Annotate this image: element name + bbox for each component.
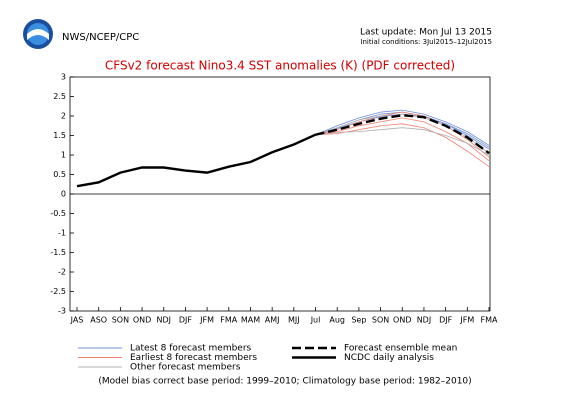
chart-title: CFSv2 forecast Nino3.4 SST anomalies (K)…	[105, 59, 455, 73]
org: NWS/NCEP/CPC	[62, 32, 139, 43]
x-tick-label: Jul	[310, 316, 321, 325]
series-line	[76, 133, 316, 188]
y-tick-label: 2.5	[53, 92, 66, 101]
x-tick-label: NDJ	[156, 316, 171, 325]
x-tick-label: JAS	[70, 316, 84, 325]
x-tick-label: ASO	[90, 316, 107, 325]
legend-label: Other forecast members	[130, 363, 241, 373]
x-tick-label: Aug	[329, 316, 345, 325]
x-tick-label: DJF	[179, 316, 193, 325]
x-tick-label: OND	[393, 316, 411, 325]
y-tick-label: -1	[58, 229, 66, 238]
member-line	[315, 109, 490, 146]
y-tick-label: -3	[58, 307, 66, 316]
x-tick-label: DJF	[439, 316, 453, 325]
x-tick-label: NDJ	[417, 316, 432, 325]
y-tick-label: 3	[61, 73, 66, 82]
y-tick-label: 1	[61, 151, 66, 160]
x-tick-label: FMA	[220, 316, 238, 325]
x-tick-label: SON	[372, 316, 389, 325]
x-tick-label: SON	[112, 316, 129, 325]
y-tick-label: -0.5	[50, 209, 66, 218]
y-tick-label: 0	[61, 190, 66, 199]
initial-conditions: Initial conditions: 3Jul2015–12Jul2015	[360, 38, 492, 46]
y-tick-label: 1.5	[53, 131, 66, 140]
logo	[23, 19, 53, 49]
x-tick-label: FMA	[481, 316, 499, 325]
x-tick-label: MJJ	[288, 316, 300, 325]
x-tick-label: JFM	[199, 316, 214, 325]
y-tick-label: -2.5	[50, 287, 66, 296]
legend-label: Latest 8 forecast members	[130, 344, 252, 354]
x-tick-label: AMJ	[265, 316, 280, 325]
x-tick-label: MAM	[241, 316, 260, 325]
legend-label: Forecast ensemble mean	[344, 344, 457, 354]
legend-label: NCDC daily analysis	[344, 353, 434, 363]
x-tick-label: JFM	[459, 316, 474, 325]
footnote: (Model bias correct base period: 1999–20…	[98, 377, 471, 387]
series-line	[315, 113, 490, 155]
y-tick-label: -2	[58, 268, 66, 277]
legend-label: Earliest 8 forecast members	[130, 353, 257, 363]
y-tick-label: 2	[61, 112, 66, 121]
member-line	[315, 111, 490, 158]
x-tick-label: Sep	[351, 316, 366, 325]
x-tick-label: OND	[133, 316, 151, 325]
member-line	[315, 127, 490, 156]
y-tick-label: -1.5	[50, 248, 66, 257]
y-tick-label: 0.5	[53, 170, 66, 179]
member-line	[315, 117, 490, 162]
last-update: Last update: Mon Jul 13 2015	[360, 28, 492, 38]
